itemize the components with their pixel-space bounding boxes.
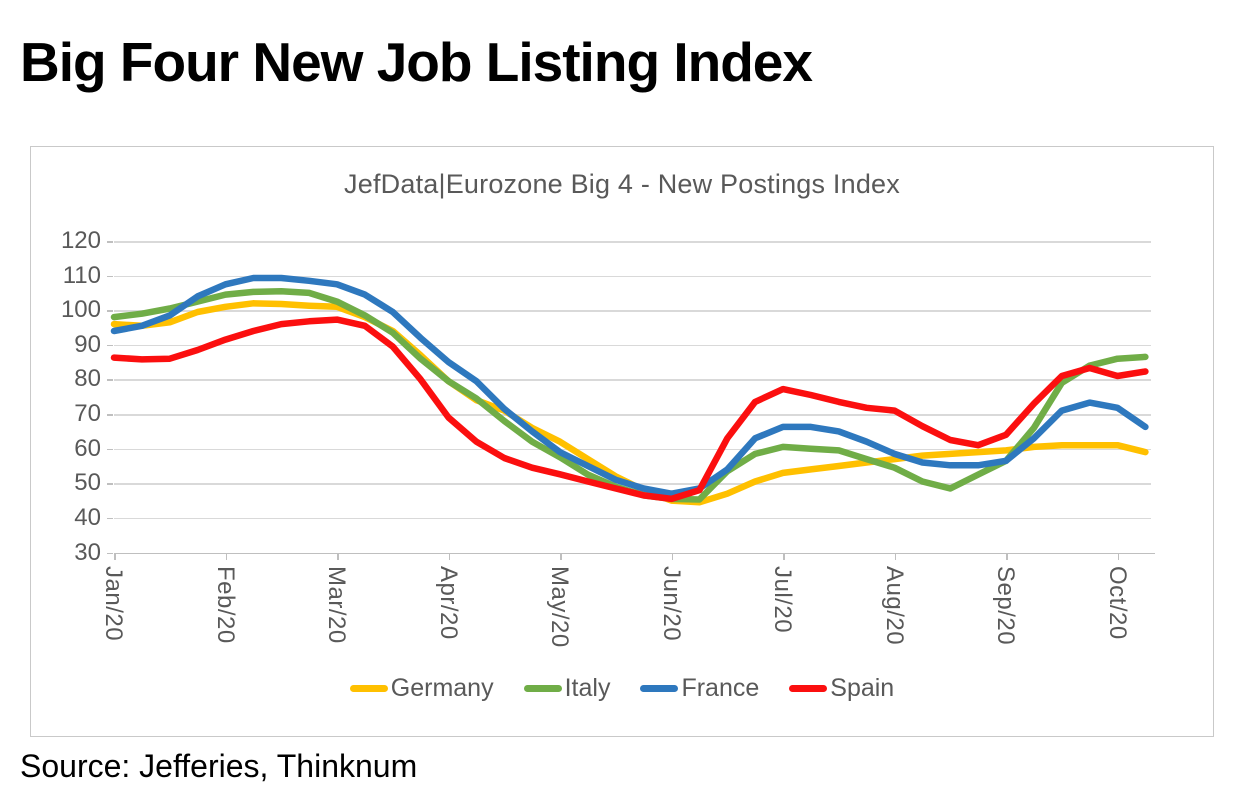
legend-label: Germany xyxy=(390,674,494,702)
y-tick-label: 70 xyxy=(74,400,101,428)
legend-item-germany: Germany xyxy=(349,674,494,703)
x-axis-tick xyxy=(1117,552,1119,560)
y-axis-tick xyxy=(107,483,113,485)
y-axis-tick xyxy=(107,344,113,347)
legend-label: France xyxy=(681,674,760,702)
gridline xyxy=(114,344,1151,347)
series-line-germany xyxy=(110,300,1149,506)
legend-label: Spain xyxy=(830,674,895,702)
gridline xyxy=(114,414,1151,416)
y-tick-label: 90 xyxy=(74,330,101,358)
y-tick-label: 110 xyxy=(62,261,101,289)
x-axis-tick xyxy=(783,552,785,560)
legend-swatch-italy xyxy=(523,685,562,692)
page-title: Big Four New Job Listing Index xyxy=(20,31,813,93)
y-axis-tick xyxy=(107,379,113,381)
legend-label: Italy xyxy=(564,674,611,702)
legend-swatch-germany xyxy=(349,685,388,692)
y-axis-tick xyxy=(107,414,113,416)
chart-legend: Germany Italy France Spain xyxy=(31,674,1213,703)
chart: JefData|Eurozone Big 4 - New Postings In… xyxy=(30,146,1214,737)
y-axis-tick xyxy=(107,448,113,451)
gridline xyxy=(114,448,1151,451)
y-axis-tick xyxy=(107,241,113,243)
series-line-france xyxy=(110,274,1149,497)
y-tick-label: 30 xyxy=(74,538,101,566)
gridline xyxy=(114,517,1151,520)
y-axis-tick xyxy=(107,517,113,520)
legend-item-italy: Italy xyxy=(523,674,611,703)
chart-title: JefData|Eurozone Big 4 - New Postings In… xyxy=(344,169,900,199)
x-axis-tick xyxy=(448,552,450,560)
y-tick-label: 60 xyxy=(74,434,101,462)
x-axis-tick xyxy=(337,552,339,560)
legend-swatch-spain xyxy=(789,685,828,692)
x-axis-tick xyxy=(671,552,673,560)
source-note: Source: Jefferies, Thinknum xyxy=(20,748,418,784)
x-axis-tick xyxy=(225,552,227,560)
x-axis xyxy=(114,552,1155,554)
y-tick-label: 120 xyxy=(60,227,101,254)
gridline xyxy=(114,310,1151,312)
x-axis-tick xyxy=(114,552,116,560)
legend-swatch-france xyxy=(640,685,679,692)
y-axis-tick xyxy=(107,275,113,278)
y-tick-label: 100 xyxy=(60,296,101,324)
y-axis-tick xyxy=(107,552,113,554)
y-tick-label: 50 xyxy=(74,469,101,497)
x-axis-tick xyxy=(894,552,896,560)
gridline xyxy=(114,241,1151,243)
y-axis-tick xyxy=(107,310,113,312)
series-lines xyxy=(110,274,1149,506)
series-line-italy xyxy=(110,287,1149,503)
y-tick-label: 80 xyxy=(74,365,101,393)
x-axis-tick xyxy=(1006,552,1008,560)
legend-item-spain: Spain xyxy=(789,674,894,703)
x-axis-tick xyxy=(560,552,562,560)
legend-item-france: France xyxy=(640,674,759,703)
gridline xyxy=(114,379,1151,381)
y-tick-label: 40 xyxy=(74,503,101,531)
series-line-spain xyxy=(110,316,1149,503)
gridline xyxy=(114,275,1151,278)
